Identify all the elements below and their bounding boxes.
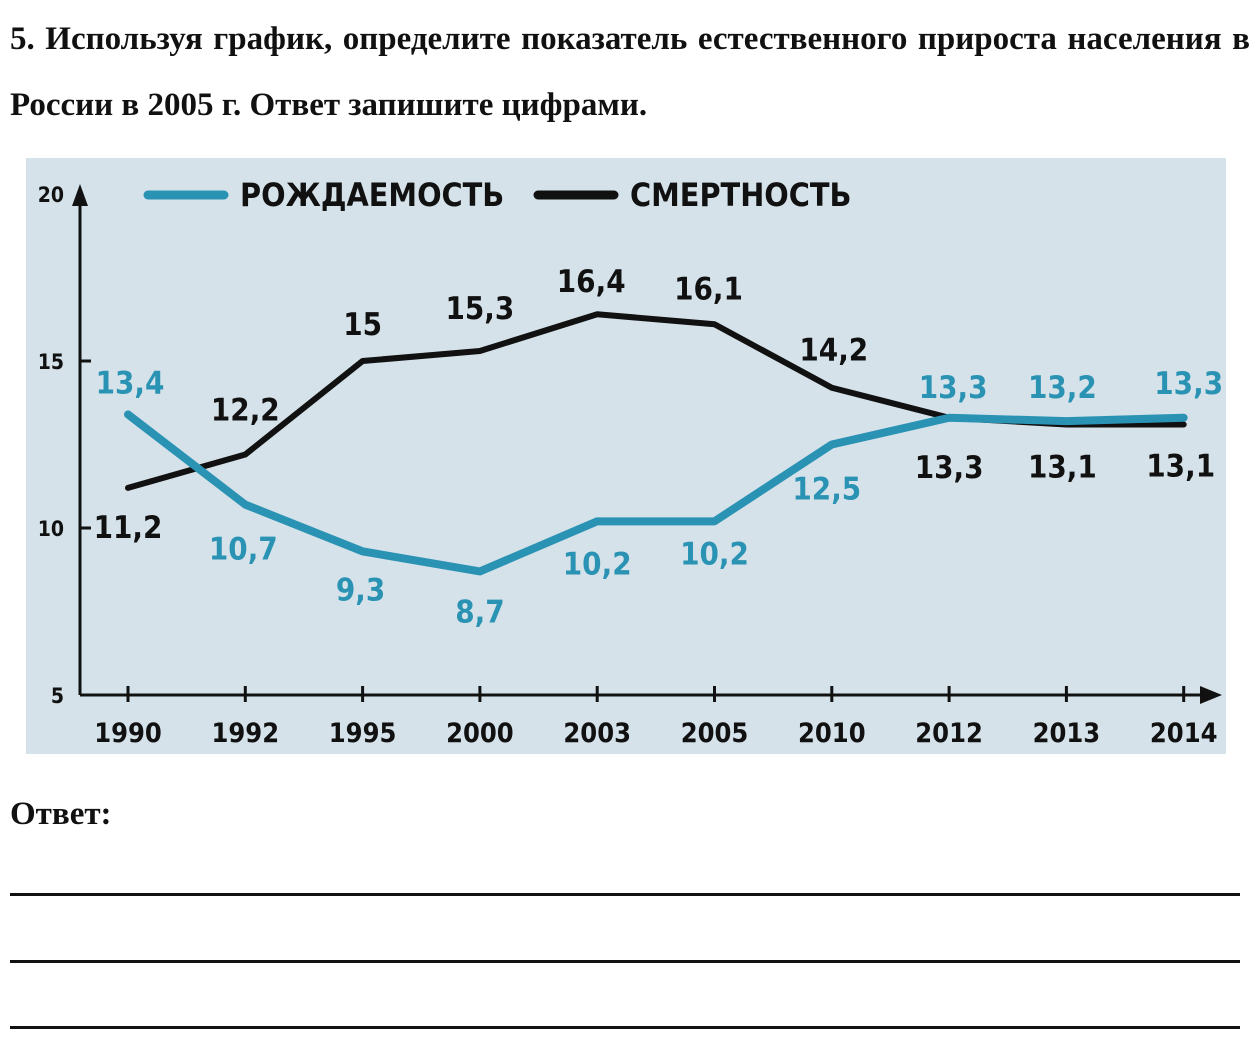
- y-tick-label: 15: [38, 350, 64, 374]
- death-rate-line: [125, 311, 1187, 491]
- death-data-label: 11,2: [94, 510, 163, 546]
- answer-line-1[interactable]: [10, 893, 1240, 896]
- chart-svg: 5 10 15 20 1990 1992 1995 2000 2003 2005 2010 2012 2…: [38, 176, 1223, 749]
- birth-rate-line: [124, 410, 1188, 576]
- x-tick-label: 1995: [329, 718, 397, 749]
- line-chart: 5 10 15 20 1990 1992 1995 2000 2003 2005 2010 2012 2…: [26, 158, 1226, 754]
- x-tick-label: 2012: [915, 718, 983, 749]
- birth-data-label: 8,7: [455, 594, 504, 630]
- y-tick-label: 20: [38, 183, 64, 207]
- death-data-label: 12,2: [211, 393, 280, 429]
- birth-data-label: 13,4: [96, 365, 165, 401]
- answer-line-2[interactable]: [10, 960, 1240, 963]
- death-data-label: 16,1: [674, 271, 743, 307]
- x-tick-label: 2003: [563, 718, 631, 749]
- death-data-label: 13,1: [1028, 449, 1097, 485]
- x-tick-label: 2014: [1150, 718, 1218, 749]
- death-data-label: 15: [343, 307, 382, 343]
- question-text: 5. Используя график, определите показате…: [10, 21, 1250, 123]
- x-tick-label: 2013: [1033, 718, 1101, 749]
- x-axis-arrow: [1200, 686, 1222, 704]
- birth-data-label: 10,7: [209, 532, 278, 568]
- x-tick-label: 2010: [798, 718, 866, 749]
- death-data-label: 13,3: [915, 450, 984, 486]
- x-tick-label: 1990: [94, 718, 162, 749]
- birth-data-label: 10,2: [680, 536, 749, 572]
- legend-label-death: СМЕРТНОСТЬ: [630, 176, 851, 214]
- death-data-label: 15,3: [445, 291, 514, 327]
- birth-data-label: 13,2: [1028, 370, 1097, 406]
- death-data-label: 13,1: [1146, 448, 1215, 484]
- x-tick-label: 2000: [446, 718, 514, 749]
- answer-line-3[interactable]: [10, 1026, 1240, 1029]
- y-tick-label: 5: [51, 684, 64, 708]
- birth-data-label: 13,3: [919, 370, 988, 406]
- birth-data-label: 9,3: [336, 572, 385, 608]
- birth-data-label: 13,3: [1154, 366, 1223, 402]
- y-tick-label: 10: [38, 517, 64, 541]
- death-data-label: 14,2: [799, 333, 868, 369]
- y-axis-arrow: [72, 184, 88, 206]
- x-tick-label: 2005: [681, 718, 749, 749]
- answer-label: Ответ:: [10, 796, 112, 832]
- x-tick-label: 1992: [211, 718, 279, 749]
- birth-data-label: 12,5: [792, 472, 861, 508]
- birth-data-label: 10,2: [563, 546, 632, 582]
- death-data-label: 16,4: [557, 264, 626, 300]
- legend-label-birth: РОЖДАЕМОСТЬ: [240, 176, 504, 214]
